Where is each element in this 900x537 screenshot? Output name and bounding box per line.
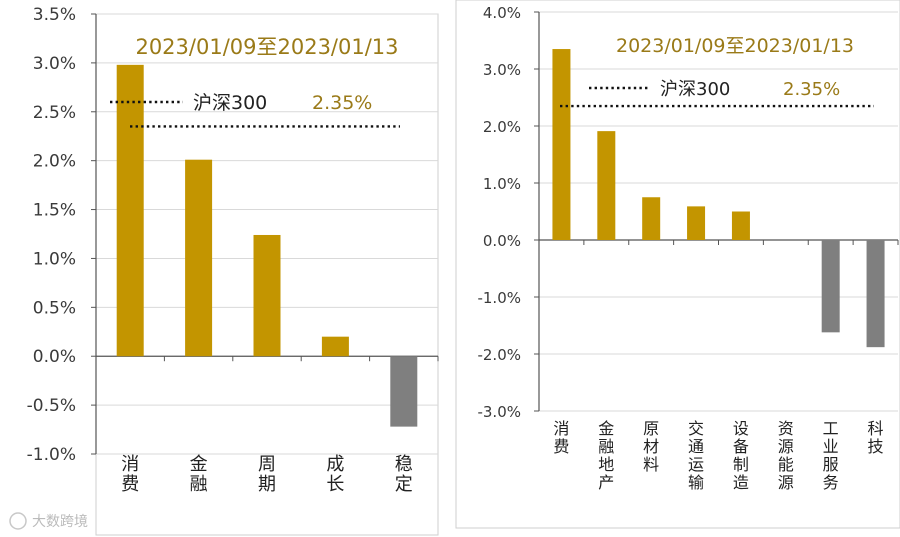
category-label: 科技 xyxy=(868,419,884,456)
y-tick-label: 1.5% xyxy=(33,201,76,221)
category-label: 周期 xyxy=(258,454,276,495)
y-tick-label: 2.0% xyxy=(33,152,76,172)
right-chart: 4.0% 3.0% 2.0% 1.0% 0.0% -1.0% -2.0% -3.0% 消费 金融地… xyxy=(455,0,900,529)
bar-稳定 xyxy=(390,356,418,427)
watermark: 大数跨境 xyxy=(9,512,88,530)
bar-交通运输 xyxy=(687,206,706,240)
y-tick-label: -2.0% xyxy=(477,346,521,364)
bar-消费 xyxy=(552,49,571,240)
bar-金融 xyxy=(185,159,213,357)
y-tick-label: 0.0% xyxy=(33,347,76,367)
y-tick-label: 1.0% xyxy=(483,175,521,193)
category-label: 设备制造 xyxy=(733,419,749,492)
y-tick-label: 3.0% xyxy=(33,54,76,74)
reference-value-label: 2.35% xyxy=(312,92,372,114)
left-chart: 3.5% 3.0% 2.5% 2.0% 1.5% 1.0% 0.5% 0.0% -0.5% -1.… xyxy=(27,5,439,536)
bar-金融地产 xyxy=(597,131,616,240)
category-label: 消费 xyxy=(121,454,139,495)
category-label: 稳定 xyxy=(395,454,413,495)
y-tick-label: 0.0% xyxy=(483,232,521,250)
y-tick-label: 3.5% xyxy=(33,5,76,25)
bar-工业服务 xyxy=(821,240,840,333)
y-tick-label: 0.5% xyxy=(33,298,76,318)
bar-周期 xyxy=(253,234,281,357)
y-tick-label: -3.0% xyxy=(477,403,521,421)
category-label: 资源能源 xyxy=(778,419,794,492)
y-tick-label: -1.0% xyxy=(477,289,521,307)
y-tick-label: 1.0% xyxy=(33,249,76,269)
bar-设备制造 xyxy=(731,211,750,240)
chart-title: 2023/01/09至2023/01/13 xyxy=(135,35,398,59)
category-label: 消费 xyxy=(553,419,569,456)
panel-frame xyxy=(455,0,900,529)
reference-value-label: 2.35% xyxy=(783,79,840,100)
watermark-logo-icon xyxy=(9,512,27,530)
bar-科技 xyxy=(866,240,885,348)
bar-成长 xyxy=(321,336,349,357)
watermark-text: 大数跨境 xyxy=(32,514,88,530)
y-tick-label: 2.0% xyxy=(483,118,521,136)
category-label: 原材料 xyxy=(643,419,659,474)
category-label: 金融 xyxy=(190,454,208,495)
category-label: 金融地产 xyxy=(598,419,614,492)
legend-name: 沪深300 xyxy=(193,92,267,114)
bar-消费 xyxy=(116,64,144,357)
y-tick-label: 3.0% xyxy=(483,61,521,79)
category-label: 交通运输 xyxy=(688,419,704,492)
bar-原材料 xyxy=(642,197,661,240)
category-label: 工业服务 xyxy=(823,419,839,492)
chart-title: 2023/01/09至2023/01/13 xyxy=(616,35,854,57)
y-tick-label: -1.0% xyxy=(27,445,76,465)
y-tick-label: 4.0% xyxy=(483,4,521,22)
y-tick-label: 2.5% xyxy=(33,103,76,123)
legend-name: 沪深300 xyxy=(660,79,730,100)
y-tick-label: -0.5% xyxy=(27,396,76,416)
category-label: 成长 xyxy=(326,454,344,495)
